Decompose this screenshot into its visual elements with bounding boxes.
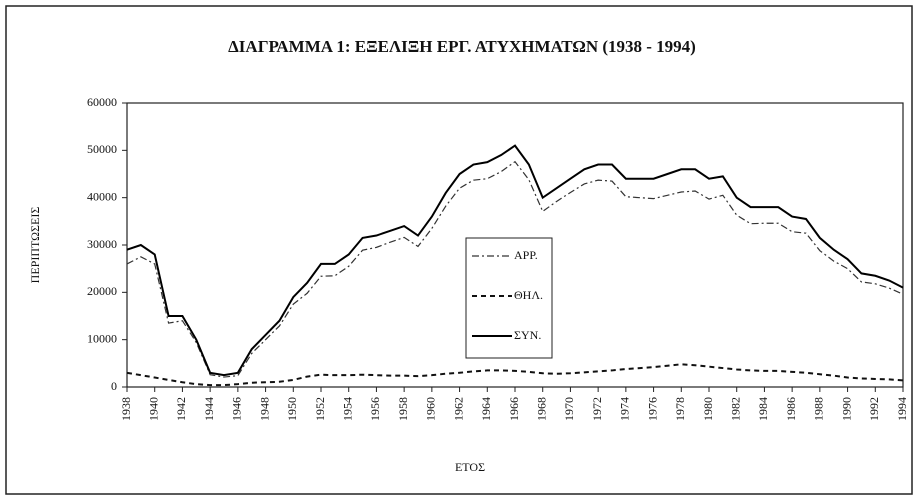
x-tick-label: 1952: [313, 397, 327, 421]
x-tick-label: 1992: [867, 397, 881, 421]
x-tick-label: 1984: [756, 397, 770, 421]
x-tick-label: 1946: [230, 397, 244, 421]
x-tick-label: 1970: [562, 397, 576, 421]
x-tick-label: 1962: [451, 397, 465, 421]
x-tick-label: 1960: [424, 397, 438, 421]
x-tick-label: 1980: [701, 397, 715, 421]
x-tick-label: 1950: [285, 397, 299, 421]
x-tick-label: 1958: [396, 397, 410, 421]
y-tick-label: 0: [111, 379, 117, 393]
x-axis-label: ΕΤΟΣ: [455, 460, 485, 474]
frame: [5, 5, 913, 495]
x-tick-label: 1982: [728, 397, 742, 421]
x-tick-label: 1974: [618, 397, 632, 421]
x-tick-label: 1990: [839, 397, 853, 421]
x-tick-label: 1948: [257, 397, 271, 421]
x-tick-label: 1972: [590, 397, 604, 421]
y-tick-label: 50000: [87, 142, 117, 156]
x-tick-label: 1978: [673, 397, 687, 421]
x-tick-label: 1988: [812, 397, 826, 421]
legend-label: ΣΥΝ.: [514, 328, 541, 342]
series-line: [126, 363, 904, 387]
y-tick-label: 60000: [87, 95, 117, 109]
x-tick-label: 1940: [146, 397, 160, 421]
y-tick-label: 10000: [87, 331, 117, 345]
x-tick-label: 1994: [895, 397, 909, 421]
series-line: [126, 160, 904, 378]
x-tick-label: 1954: [340, 397, 354, 421]
y-tick-label: 40000: [87, 189, 117, 203]
legend-label: ΑΡΡ.: [514, 248, 538, 262]
y-tick-label: 30000: [87, 237, 117, 251]
x-tick-label: 1964: [479, 397, 493, 421]
y-tick-label: 20000: [87, 284, 117, 298]
x-tick-label: 1942: [174, 397, 188, 421]
series-line: [126, 144, 904, 377]
y-axis-label: ΠΕΡΙΠΤΩΣΕΙΣ: [28, 207, 42, 284]
x-tick-label: 1986: [784, 397, 798, 421]
x-tick-label: 1956: [368, 397, 382, 421]
x-tick-label: 1976: [645, 397, 659, 421]
x-tick-label: 1966: [507, 397, 521, 421]
x-tick-label: 1944: [202, 397, 216, 421]
legend-label: ΘΗΛ.: [514, 288, 543, 302]
x-tick-label: 1968: [534, 397, 548, 421]
legend-box: [465, 237, 553, 359]
x-tick-label: 1938: [119, 397, 133, 421]
chart-title: ΔΙΑΓΡΑΜΜΑ 1: ΕΞΕΛΙΞΗ ΕΡΓ. ΑΤΥΧΗΜΑΤΩΝ (19…: [228, 37, 696, 56]
